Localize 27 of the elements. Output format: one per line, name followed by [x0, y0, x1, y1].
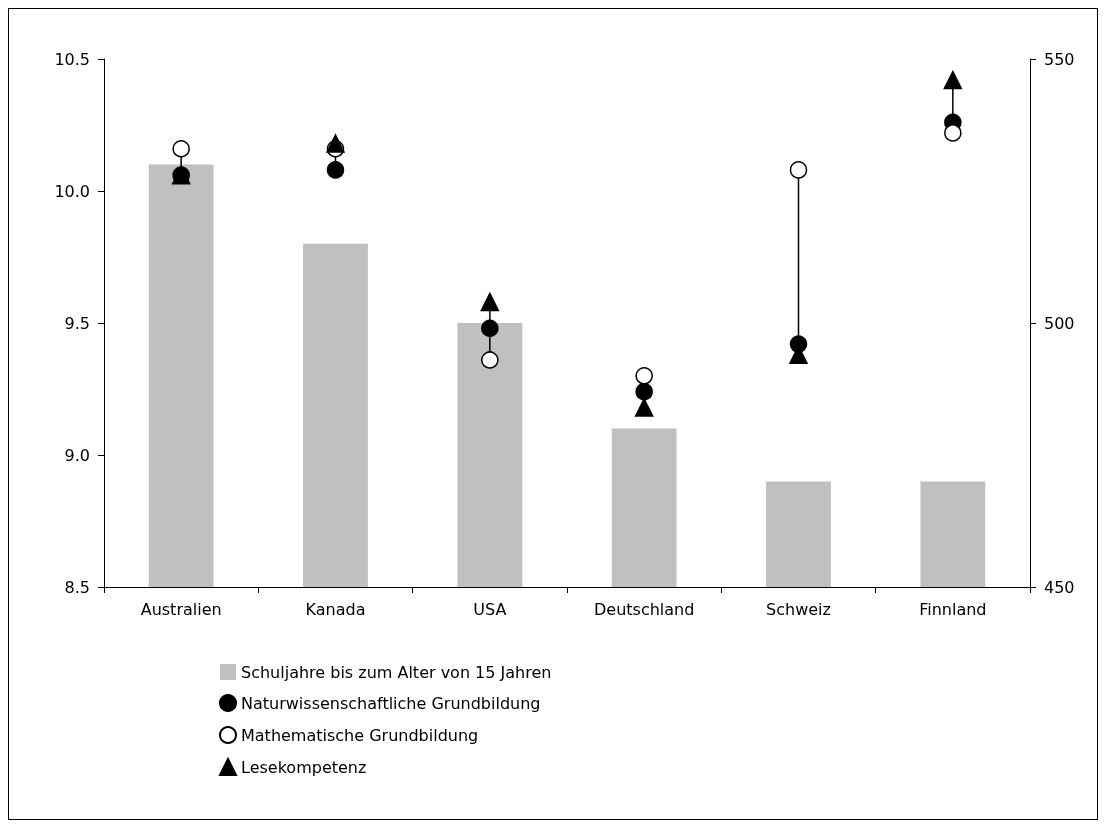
y-tick-label: 8.5 — [64, 577, 90, 597]
legend-label: Schuljahre bis zum Alter von 15 Jahren — [241, 662, 552, 682]
x-tick-label: Kanada — [305, 599, 366, 619]
point — [326, 161, 345, 179]
point — [634, 398, 654, 417]
legend-label: Naturwissenschaftliche Grundbildung — [241, 693, 541, 713]
y2-tick-label: 550 — [1044, 49, 1075, 69]
y-tick-label: 9.5 — [64, 313, 90, 333]
y2-tick-label: 500 — [1044, 313, 1075, 333]
x-tick-label: Finnland — [919, 599, 987, 619]
y-tick-label: 9.0 — [64, 445, 90, 465]
y-tick-label: 10.0 — [54, 181, 90, 201]
point — [481, 351, 499, 369]
y2-tick-label: 450 — [1044, 577, 1075, 597]
point — [481, 319, 499, 338]
point — [635, 382, 653, 401]
x-tick-label: Deutschland — [593, 599, 695, 619]
y-tick-label: 10.5 — [54, 49, 90, 69]
legend-label: Mathematische Grundbildung — [241, 725, 479, 745]
x-tick-label: USA — [473, 599, 507, 619]
point — [326, 134, 345, 153]
legend-label: Lesekompetenz — [241, 757, 367, 777]
x-tick-label: Australien — [140, 599, 222, 619]
point — [943, 70, 963, 90]
x-tick-label: Schweiz — [766, 599, 831, 619]
point — [944, 124, 962, 142]
point — [480, 292, 500, 312]
